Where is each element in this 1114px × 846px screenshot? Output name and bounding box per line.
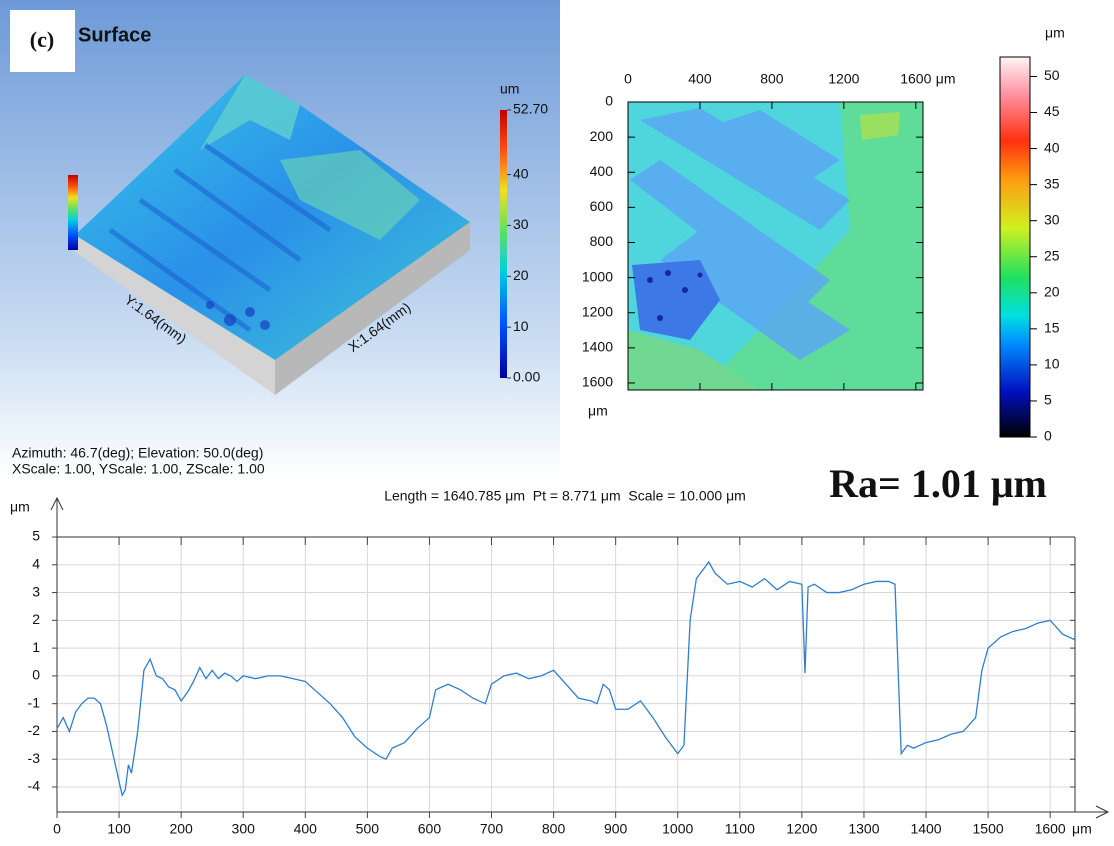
y-tick-label: 0: [32, 667, 40, 683]
figure: (c) Surface um Y:1.64(mm) X:1.64(mm) Azi…: [0, 0, 1114, 846]
x-tick-label: 800: [760, 71, 784, 87]
x-tick-label: 0: [624, 71, 632, 87]
colorbar-tick-label: 50: [1044, 67, 1060, 83]
x-tick-label: 1300: [848, 821, 879, 837]
x-unit: μm: [1072, 821, 1092, 837]
x-tick-label: 1500: [973, 821, 1004, 837]
colorbar-tick-label: 52.70: [513, 101, 548, 117]
x-tick-label: 0: [53, 821, 61, 837]
y-tick-label: -2: [28, 722, 41, 738]
y-tick-label: 200: [590, 128, 614, 144]
y-unit: μm: [588, 403, 608, 419]
y-tick-label: 4: [32, 555, 40, 571]
colorbar-tick-label: 10: [513, 318, 529, 334]
panel-label: (c): [30, 27, 54, 52]
surface-title: Surface: [78, 24, 151, 46]
y-tick-label: 800: [590, 233, 614, 249]
x-tick-label: 700: [480, 821, 504, 837]
y-tick-label: 400: [590, 163, 614, 179]
y-tick-label: -3: [28, 750, 41, 766]
annotation: Ra= 1.01 μm: [829, 461, 1047, 506]
colorbar-tick-label: 15: [1044, 320, 1060, 336]
colorbar-tick-label: 20: [513, 267, 529, 283]
x-tick-label: 300: [232, 821, 256, 837]
y-tick-label: 1200: [582, 303, 613, 319]
colorbar-tick-label: 0.00: [513, 369, 540, 385]
x-tick-label: 400: [294, 821, 318, 837]
colorbar-tick-label: 30: [1044, 211, 1060, 227]
colorbar-tick-label: 25: [1044, 247, 1060, 263]
heatmap-colorbar: [1000, 57, 1030, 437]
colorbar-tick-label: 45: [1044, 103, 1060, 119]
colorbar-title: μm: [1045, 25, 1065, 41]
x-tick-label: 200: [169, 821, 193, 837]
y-tick-label: 1600: [582, 374, 613, 390]
colorbar-tick-label: 30: [513, 216, 529, 232]
y-tick-label: -1: [28, 694, 41, 710]
x-tick-label: 400: [688, 71, 712, 87]
scale-note: XScale: 1.00, YScale: 1.00, ZScale: 1.00: [12, 461, 265, 477]
y-tick-label: 1: [32, 639, 40, 655]
y-tick-label: 0: [605, 93, 613, 109]
x-tick-label: 1400: [910, 821, 941, 837]
x-tick-label: 1600: [1035, 821, 1066, 837]
x-tick-label: 100: [107, 821, 131, 837]
x-tick-label: 1100: [725, 821, 755, 837]
x-tick-label: 600: [418, 821, 442, 837]
y-tick-label: 1000: [582, 268, 613, 284]
subtitle: Length = 1640.785 μm Pt = 8.771 μm Scale…: [384, 488, 746, 504]
colorbar-title: um: [500, 81, 519, 97]
y-tick-label: -4: [28, 778, 41, 794]
colorbar-tick-label: 10: [1044, 356, 1060, 372]
heatmap-image: [628, 102, 923, 390]
surface-colorbar: [500, 110, 507, 378]
profile-line: [57, 562, 1075, 795]
y-tick-label: 5: [32, 528, 40, 544]
y-tick-label: 2: [32, 611, 40, 627]
view-note: Azimuth: 46.7(deg); Elevation: 50.0(deg): [12, 445, 263, 461]
y-axis-label: μm: [10, 499, 30, 515]
x-tick-label: 1200: [786, 821, 817, 837]
y-tick-label: 600: [590, 198, 614, 214]
colorbar-tick-label: 40: [513, 165, 529, 181]
x-tick-label: 500: [356, 821, 380, 837]
y-tick-label: 3: [32, 583, 40, 599]
x-tick-label: 1200: [828, 71, 859, 87]
colorbar-tick-label: 35: [1044, 175, 1060, 191]
y-tick-label: 1400: [582, 339, 613, 355]
x-tick-label: 900: [604, 821, 628, 837]
colorbar-tick-label: 40: [1044, 139, 1060, 155]
x-tick-label: 1000: [662, 821, 693, 837]
x-tick-label: 1600: [900, 71, 931, 87]
x-tick-label: 800: [542, 821, 566, 837]
colorbar-tick-label: 5: [1044, 392, 1052, 408]
colorbar-tick-label: 0: [1044, 428, 1052, 444]
x-unit: μm: [936, 71, 956, 87]
colorbar-tick-label: 20: [1044, 283, 1060, 299]
